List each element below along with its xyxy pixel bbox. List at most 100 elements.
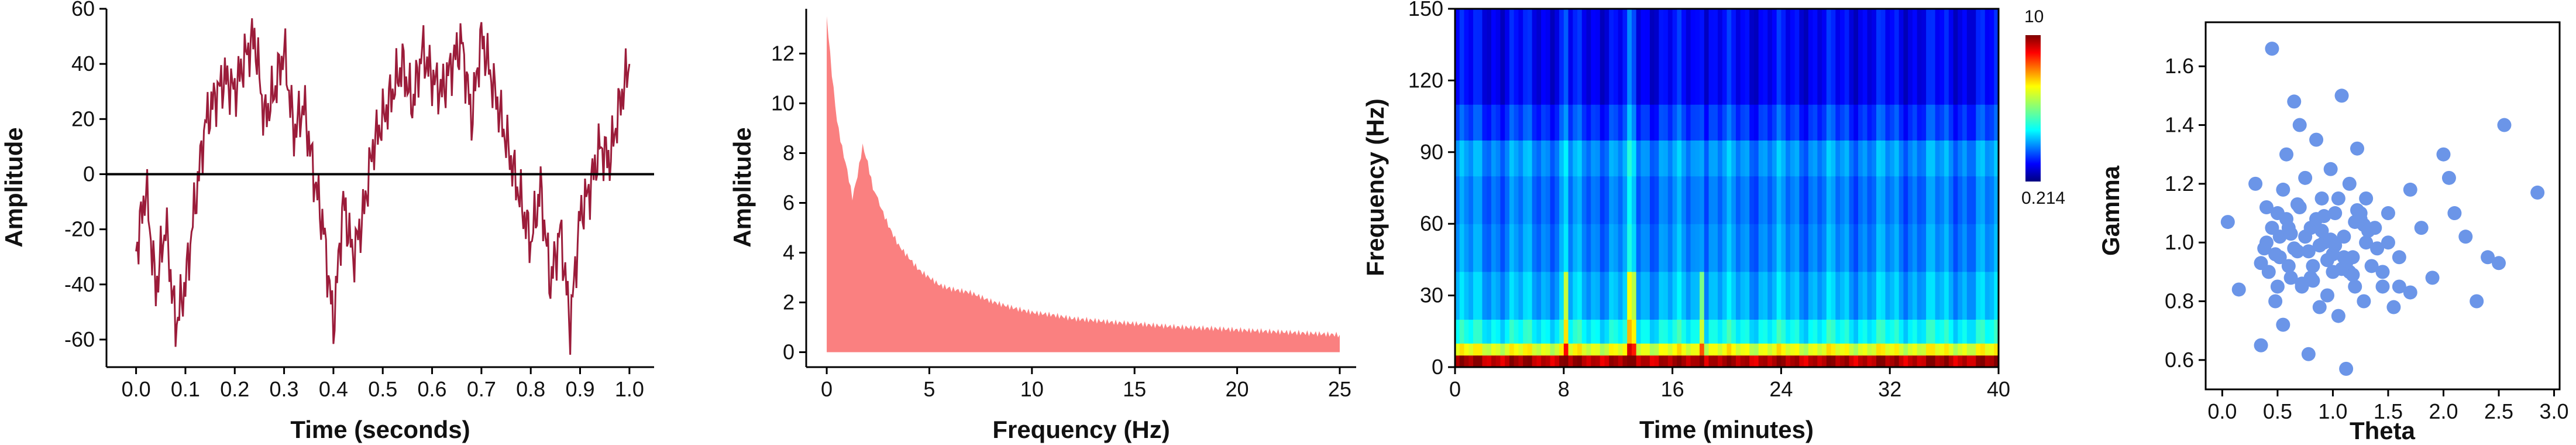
spectrogram-cell [1704, 271, 1710, 320]
spectrogram-cell [1640, 104, 1646, 141]
spectrogram-cell [1595, 9, 1601, 105]
spectrogram-cell [1735, 176, 1741, 224]
spectrogram-cell [1935, 104, 1940, 141]
spectrogram-cell [1813, 224, 1818, 272]
time-series-y-tick-label: 0 [83, 162, 95, 186]
spectrogram-cell [1559, 355, 1564, 368]
spectrogram-y-tick-label: 150 [1408, 0, 1443, 20]
spectrogram-cell [1962, 271, 1968, 320]
spectrogram-cell [1649, 224, 1655, 272]
spectrogram-cell [1903, 319, 1908, 344]
spectrogram-cell [1880, 176, 1886, 224]
spectrogram-cell [1767, 140, 1773, 177]
spectrogram-cell [1527, 224, 1533, 272]
spectrogram-cell [1505, 271, 1510, 320]
spectrogram-cell [1559, 176, 1564, 224]
spectrogram-cell [1740, 140, 1746, 177]
spectrogram-cell [1487, 140, 1492, 177]
spectrogram-cell [1813, 104, 1818, 141]
spectrogram-cell [1908, 176, 1913, 224]
spectrogram-cell [1686, 343, 1691, 356]
spectrogram-cell [1753, 271, 1759, 320]
spectrogram-cell [1663, 271, 1669, 320]
spectrogram-cell [1600, 271, 1605, 320]
spectrogram-cell [1586, 176, 1591, 224]
spectrogram-cell [1908, 224, 1913, 272]
spectrogram-cell [1704, 224, 1710, 272]
spectrogram-cell [1844, 271, 1850, 320]
spectrogram-cell [1822, 224, 1827, 272]
spectrogram-cell [1885, 343, 1890, 356]
spectrogram-cell [1613, 9, 1619, 105]
spectrogram-cell [1532, 176, 1537, 224]
spectrogram-cell [1903, 271, 1908, 320]
spectrogram-cell [1790, 224, 1796, 272]
spectrogram-cell [1514, 224, 1519, 272]
spectrogram-cell [1790, 9, 1796, 105]
spectrogram-cell [1477, 176, 1483, 224]
time-series-x-tick-label: 0.9 [565, 377, 594, 401]
spectrogram-cell [1459, 176, 1465, 224]
spectrogram-cell [1600, 104, 1605, 141]
spectrogram-cell [1722, 355, 1728, 368]
time-series-line [135, 18, 631, 355]
spectrogram-cell [1908, 140, 1913, 177]
spectrogram-cell [1926, 319, 1931, 344]
spectrogram-cell [1926, 9, 1931, 105]
spectrogram-cell [1649, 140, 1655, 177]
spectrogram-cell [1890, 355, 1895, 368]
spectrogram-cell [1518, 176, 1523, 224]
spectrogram-cell [1667, 319, 1673, 344]
spectrogram-cell [1786, 343, 1791, 356]
spectrogram-cell [1527, 355, 1533, 368]
spectrogram-cell [1536, 271, 1542, 320]
spectrogram-cell [1862, 343, 1868, 356]
scatter-point [2361, 224, 2375, 238]
spectrogram-cell [1713, 319, 1718, 344]
spectrogram-cell [1776, 343, 1781, 356]
spectrogram-cell [1781, 271, 1786, 320]
scatter-point [2392, 250, 2406, 265]
spectrogram-cell [1627, 140, 1632, 177]
spectrogram-cell [1554, 355, 1560, 368]
spectrogram-cell [1763, 9, 1768, 105]
spectrogram-cell [1894, 319, 1900, 344]
spectrogram-cell [1527, 176, 1533, 224]
spectrogram-cell [1994, 271, 1999, 320]
scatter-point [2317, 209, 2331, 224]
spectrogram-cell [1681, 319, 1687, 344]
spectrogram-cell [1786, 355, 1791, 368]
spectrogram-cell [1935, 140, 1940, 177]
scatter-point [2254, 256, 2268, 271]
spectrogram-cell [1622, 343, 1628, 356]
spectrogram-cell [1735, 355, 1741, 368]
spectrogram-cell [1971, 140, 1976, 177]
spectrogram-cell [1799, 176, 1804, 224]
spectrogram-cell [1681, 104, 1687, 141]
scatter-point [2458, 230, 2473, 244]
spectrogram-cell [1713, 271, 1718, 320]
spectrogram-cell [1464, 140, 1469, 177]
spectrogram-cell [1930, 9, 1936, 105]
spectrogram-cell [1735, 343, 1741, 356]
spectrogram-ticks: 0 8 16 24 32 40 0 30 60 90 120 150 [1408, 0, 2010, 401]
spectrogram-cell [1622, 224, 1628, 272]
spectrogram-cell [1804, 176, 1809, 224]
spectrogram-cell [1595, 355, 1601, 368]
spectrogram-cell [1962, 176, 1968, 224]
spectrogram-cell [1835, 176, 1841, 224]
spectrogram-cell [1763, 224, 1768, 272]
spectrogram-cell [1885, 104, 1890, 141]
scatter-point [2320, 288, 2334, 303]
spectrogram-cell [1939, 104, 1945, 141]
spectrogram-cell [1776, 9, 1781, 105]
spectrogram-cell [1935, 343, 1940, 356]
spectrogram-cell [1636, 104, 1642, 141]
spectrogram-cell [1681, 343, 1687, 356]
spectrogram-cell [1731, 224, 1736, 272]
spectrogram-cell [1858, 319, 1863, 344]
spectrogram-cell [1581, 319, 1587, 344]
spectrogram-cell [1659, 104, 1664, 141]
scatter-point [2312, 238, 2327, 253]
spectrogram-cell [1767, 9, 1773, 105]
